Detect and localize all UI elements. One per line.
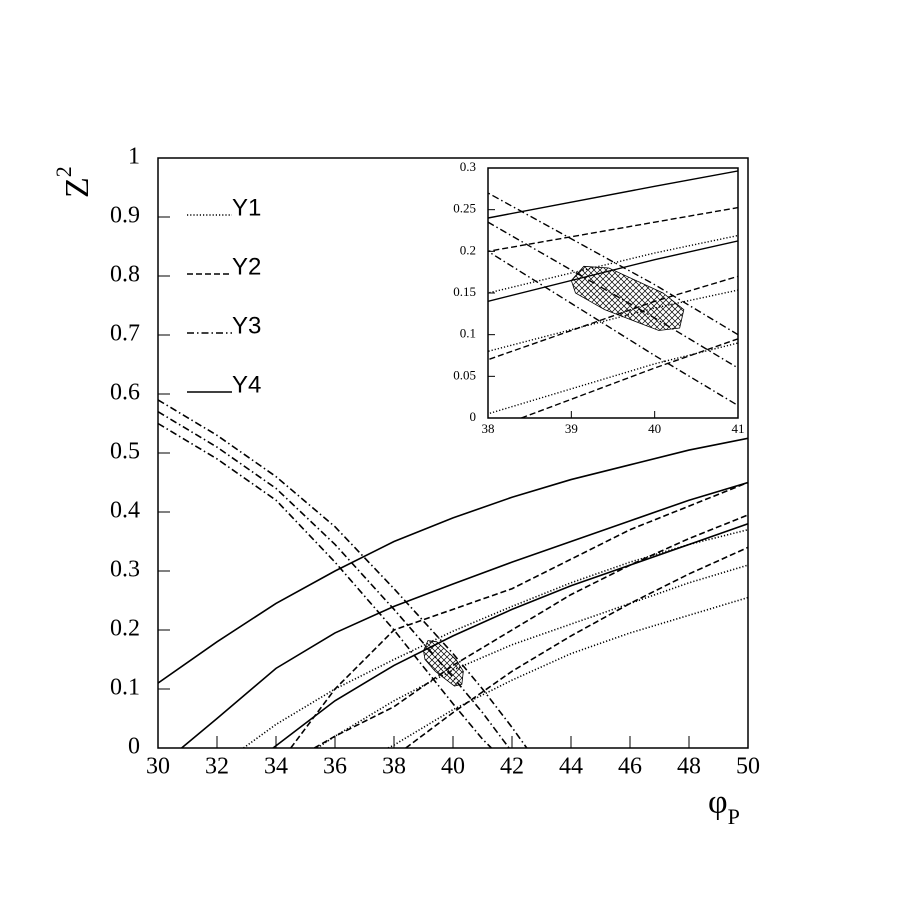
y-label-base: Z [59,177,96,198]
x-tick-label: 46 [618,754,642,780]
y-tick-label: 0.05 [453,367,476,382]
legend: Y1 Y2 Y3 Y4 [187,194,261,398]
legend-label: Y2 [232,253,261,280]
curve [158,437,748,684]
x-tick-label: 48 [677,754,701,780]
legend-label: Y4 [232,371,261,398]
y-tick-label: 0.3 [110,557,140,583]
y-tick-label: 0.7 [110,321,140,347]
x-tick-label: 30 [146,754,170,780]
x-tick-label: 42 [500,754,524,780]
curve [290,481,748,748]
curve [158,422,492,748]
curve [313,514,748,748]
y-tick-label: 0.1 [110,675,140,701]
curve [181,481,748,748]
curve [316,564,748,748]
y-tick-label: 0.9 [110,203,140,229]
curve [387,596,748,748]
y-tick-label: 0.15 [453,284,476,299]
y-tick-label: 0.2 [110,616,140,642]
y-label-sup: 2 [51,166,76,177]
legend-label: Y3 [232,312,261,339]
y-tick-label: 0.25 [453,201,476,216]
x-tick-label: 38 [482,421,495,436]
x-tick-label: 40 [648,421,661,436]
y-tick-label: 0 [128,734,140,760]
legend-label: Y1 [232,194,261,221]
x-label-sub: P [728,804,740,829]
hatched-region [423,640,464,687]
curve [488,170,738,219]
x-tick-label: 41 [732,421,745,436]
y-tick-label: 0.6 [110,380,140,406]
curve [158,411,510,748]
x-tick-label: 32 [205,754,229,780]
x-label-base: φ [708,784,728,821]
y-tick-label: 0.8 [110,262,140,288]
curve [272,523,748,748]
x-tick-label: 39 [565,421,578,436]
x-tick-label: 40 [441,754,465,780]
inset-plot-area [488,170,738,418]
y-tick-label: 0.4 [110,498,140,524]
curve [158,399,528,748]
plot-area [158,399,748,748]
y-tick-label: 0.3 [460,159,476,174]
x-tick-label: 44 [559,754,583,780]
x-tick-label: 36 [323,754,347,780]
y-axis-label: Z2 [51,166,96,198]
x-tick-label: 50 [736,754,760,780]
curve [243,528,748,748]
x-axis-label: φP [708,784,740,829]
y-tick-label: 0.1 [460,326,476,341]
y-tick-label: 0.5 [110,439,140,465]
x-tick-label: 38 [382,754,406,780]
curve [405,546,748,748]
y-tick-label: 1 [128,144,140,170]
y-tick-label: 0 [470,409,477,424]
x-tick-label: 34 [264,754,288,780]
y-tick-label: 0.2 [460,242,476,257]
